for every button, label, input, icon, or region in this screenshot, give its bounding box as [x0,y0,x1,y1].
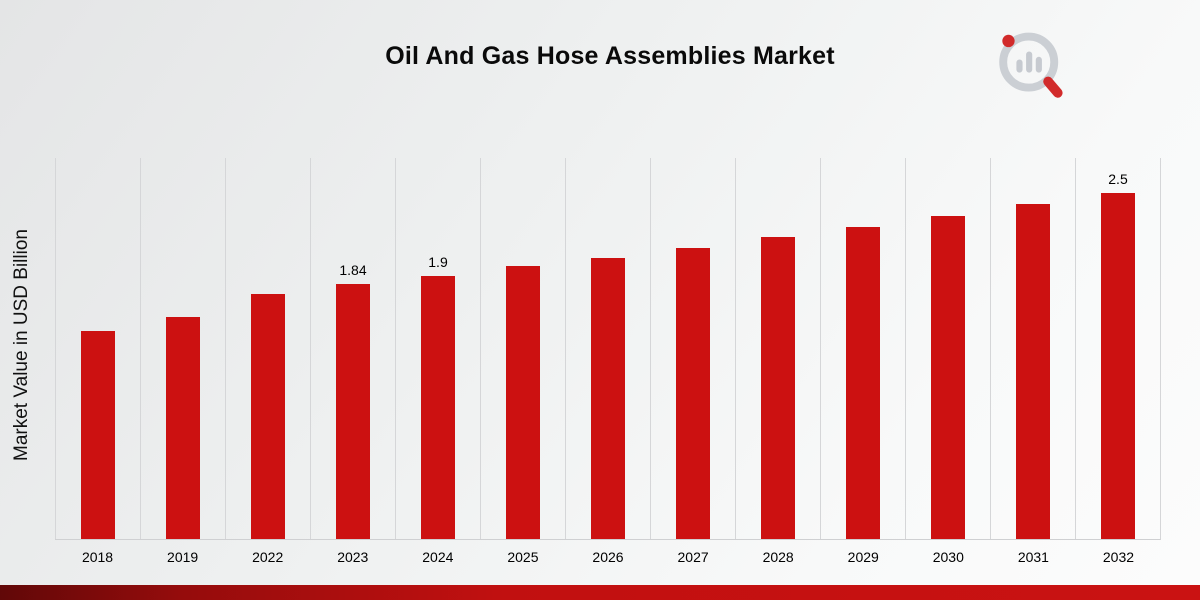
y-axis-label: Market Value in USD Billion [11,229,32,461]
plot-area: 1.84 1.9 2.5 [55,158,1161,540]
x-tick-label-2022: 2022 [252,549,284,565]
bar-2031 [1016,203,1050,539]
bar-2032 [1101,192,1135,539]
chart-column-2031 [990,158,1075,539]
bar-2028 [761,236,795,539]
x-tick-label-2025: 2025 [507,549,539,565]
x-tick-label-2031: 2031 [1017,549,1049,565]
x-tick-label-2028: 2028 [762,549,794,565]
bar-value-label: 2.5 [1108,170,1128,187]
chart-column-2030 [905,158,990,539]
chart-column-2022 [225,158,310,539]
bar-2019 [166,317,200,539]
bar-2027 [676,248,710,539]
bar-2025 [506,266,540,539]
chart-column-2026 [565,158,650,539]
bar-2029 [846,227,880,539]
x-tick-label-2023: 2023 [337,549,369,565]
bar-value-label: 1.9 [428,253,448,270]
bar-2018 [81,331,115,539]
chart-column-2032: 2.5 [1075,158,1160,539]
chart-column-2028 [735,158,820,539]
chart-column-2023: 1.84 [310,158,395,539]
x-tick-label-2030: 2030 [932,549,964,565]
bar-2023 [336,284,370,539]
chart-column-2029 [820,158,905,539]
bar-2026 [591,257,625,539]
footer-red-strip [0,585,1200,600]
bar-2024 [421,275,455,539]
x-tick-label-2032: 2032 [1102,549,1135,565]
x-tick-label-2029: 2029 [847,549,879,565]
x-tick-label-2018: 2018 [81,549,114,565]
chart-title: Oil And Gas Hose Assemblies Market [385,42,835,70]
x-axis-ticks-row: 2018 2019 2022 2023 2024 2025 2026 2027 2028 2029… [55,540,1161,570]
chart-column-2025 [480,158,565,539]
chart-column-2024: 1.9 [395,158,480,539]
x-tick-label-2027: 2027 [677,549,709,565]
chart-column-2027 [650,158,735,539]
x-tick-label-2019: 2019 [167,549,199,565]
chart-column-2018 [55,158,140,539]
bar-chart-magnifier-logo-icon [999,32,1063,98]
chart-region: 1.84 1.9 2.5 2018 2019 2022 2023 2024 2025 2026 2… [55,158,1161,570]
chart-column-2019 [140,158,225,539]
bar-value-label: 1.84 [339,262,367,279]
x-tick-label-2026: 2026 [592,549,624,565]
x-tick-label-2024: 2024 [422,549,454,565]
bar-2022 [251,293,285,539]
bar-2030 [931,216,965,539]
